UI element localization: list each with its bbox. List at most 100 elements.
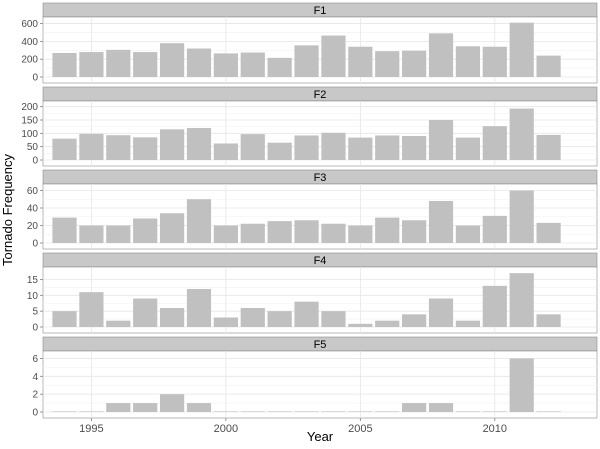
- bar-f3-2007: [402, 220, 427, 243]
- bar-f4-2012: [536, 314, 561, 327]
- bar-f2-2007: [402, 136, 427, 160]
- bar-f3-2008: [428, 201, 454, 243]
- bar-f5-2001: [240, 411, 265, 412]
- x-tick-label: 2000: [214, 423, 238, 435]
- facet-label-f1: F1: [314, 5, 327, 17]
- y-tick-label: 100: [21, 129, 38, 140]
- bar-f1-2002: [267, 57, 292, 77]
- bar-f3-1996: [106, 225, 131, 243]
- x-axis-title: Year: [307, 429, 334, 444]
- bar-f5-2007: [402, 403, 427, 412]
- bar-f3-2004: [321, 223, 346, 243]
- bar-f1-2007: [402, 50, 427, 77]
- bar-f4-2006: [375, 320, 400, 327]
- bar-f4-2001: [240, 308, 265, 327]
- y-tick-label: 600: [21, 19, 38, 30]
- bar-f1-2000: [213, 53, 238, 77]
- bar-f2-2008: [428, 120, 454, 160]
- y-axis-title: Tornado Frequency: [0, 153, 15, 266]
- bar-f5-2000: [213, 411, 238, 412]
- bar-f2-2006: [375, 135, 400, 160]
- bar-f3-2000: [213, 225, 238, 243]
- bar-f5-1997: [133, 403, 158, 412]
- bar-f1-1999: [186, 48, 212, 77]
- y-tick-label: 0: [32, 73, 38, 84]
- bar-f2-2003: [294, 135, 319, 160]
- y-tick-label: 0: [32, 239, 38, 250]
- y-tick-label: 200: [21, 102, 38, 113]
- bar-f2-2001: [240, 134, 265, 160]
- facet-label-f4: F4: [314, 255, 327, 267]
- bar-f1-2012: [536, 55, 561, 77]
- bar-f5-1995: [79, 411, 104, 412]
- bar-f2-1994: [52, 138, 77, 160]
- bar-f4-2007: [402, 314, 427, 327]
- bar-f5-1994: [52, 411, 77, 412]
- bar-f3-2006: [375, 217, 400, 243]
- y-tick-label: 0: [32, 156, 38, 167]
- bar-f1-1998: [159, 43, 185, 77]
- bar-f3-1998: [159, 213, 185, 243]
- bar-f3-2005: [348, 225, 373, 243]
- bar-f3-2003: [294, 220, 319, 243]
- bar-f4-1999: [186, 289, 212, 327]
- y-tick-label: 2: [32, 390, 38, 401]
- y-tick-label: 40: [27, 204, 39, 215]
- bar-f2-2012: [536, 134, 561, 160]
- bar-f5-2004: [321, 411, 346, 412]
- bar-f1-1996: [106, 49, 131, 77]
- bar-f4-2003: [294, 301, 319, 327]
- bar-f2-2009: [455, 137, 481, 160]
- y-tick-label: 10: [27, 291, 39, 302]
- bar-f5-2006: [375, 411, 400, 412]
- y-tick-label: 50: [27, 142, 39, 153]
- y-tick-label: 200: [21, 55, 38, 66]
- bar-f2-2000: [213, 143, 238, 160]
- bar-f5-2012: [536, 411, 561, 412]
- bar-f2-1997: [133, 137, 158, 160]
- x-tick-label: 1995: [79, 423, 103, 435]
- bar-f4-2002: [267, 311, 292, 327]
- x-tick-label: 2005: [348, 423, 372, 435]
- y-tick-label: 4: [32, 372, 38, 383]
- bar-f4-1994: [52, 311, 77, 327]
- y-tick-label: 15: [27, 275, 39, 286]
- bar-f4-2010: [482, 285, 507, 327]
- bar-f1-2008: [428, 33, 454, 77]
- bar-f1-2009: [455, 46, 481, 77]
- bar-f2-2002: [267, 142, 292, 160]
- y-tick-label: 60: [27, 186, 39, 197]
- bar-f5-2003: [294, 411, 319, 412]
- bar-f4-1995: [79, 292, 104, 327]
- bar-f3-2009: [455, 225, 481, 243]
- bar-f3-2010: [482, 215, 507, 243]
- bar-f3-1994: [52, 217, 77, 243]
- bar-f3-2002: [267, 221, 292, 243]
- bar-f5-1998: [159, 394, 185, 412]
- x-tick-label: 2010: [483, 423, 507, 435]
- y-tick-label: 20: [27, 221, 39, 232]
- bar-f2-1996: [106, 135, 131, 160]
- bar-f3-2012: [536, 222, 561, 243]
- facet-label-f5: F5: [314, 339, 327, 351]
- y-tick-label: 0: [32, 323, 38, 334]
- bar-f4-2004: [321, 311, 346, 327]
- bar-f1-2004: [321, 35, 346, 77]
- bar-f1-2006: [375, 51, 400, 77]
- bar-f5-2009: [455, 411, 481, 412]
- bar-f5-1999: [186, 403, 212, 412]
- y-tick-label: 5: [32, 307, 38, 318]
- y-tick-label: 400: [21, 37, 38, 48]
- bar-f5-1996: [106, 403, 131, 412]
- bar-f5-2011: [509, 358, 534, 412]
- bar-f3-2001: [240, 223, 265, 243]
- bar-f1-1995: [79, 52, 104, 77]
- bar-f4-1997: [133, 298, 158, 327]
- y-tick-label: 6: [32, 354, 38, 365]
- bar-f2-1995: [79, 133, 104, 160]
- bar-f4-2005: [348, 323, 373, 327]
- bar-f4-1996: [106, 320, 131, 327]
- bar-f3-1995: [79, 225, 104, 243]
- bar-f4-2000: [213, 317, 238, 327]
- bar-f5-2010: [482, 411, 507, 412]
